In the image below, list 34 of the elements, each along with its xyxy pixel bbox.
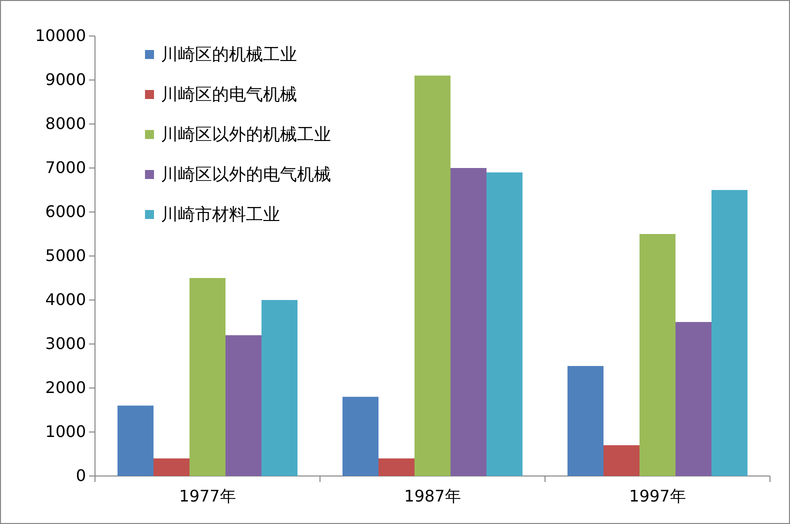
bar (640, 234, 676, 476)
legend-label: 川崎区以外的机械工业 (161, 125, 331, 145)
legend-label: 川崎市材料工业 (161, 205, 280, 225)
y-tick-label: 4000 (45, 290, 86, 310)
legend-label: 川崎区以外的电气机械 (161, 165, 331, 185)
bar (342, 396, 378, 476)
y-tick-label: 7000 (45, 158, 86, 178)
bar (414, 76, 450, 476)
bar (378, 458, 414, 476)
bar (154, 458, 190, 476)
legend-label: 川崎区的电气机械 (161, 85, 297, 105)
y-tick-label: 5000 (45, 246, 86, 266)
bar (190, 278, 226, 476)
x-tick-label: 1997年 (629, 486, 686, 506)
x-tick-label: 1987年 (404, 486, 461, 506)
y-tick-label: 8000 (45, 114, 86, 134)
y-tick-label: 6000 (45, 202, 86, 222)
legend-label: 川崎区的机械工业 (161, 45, 297, 65)
x-tick-label: 1977年 (179, 486, 236, 506)
bar (226, 335, 262, 476)
bar (604, 445, 640, 476)
bar (486, 172, 522, 476)
bar (450, 168, 486, 476)
bar (262, 300, 298, 476)
bar (118, 406, 154, 476)
y-tick-label: 10000 (35, 26, 86, 46)
y-tick-label: 1000 (45, 422, 86, 442)
y-tick-label: 9000 (45, 70, 86, 90)
bar (676, 322, 712, 476)
y-tick-label: 3000 (45, 334, 86, 354)
bar (712, 190, 748, 476)
bar (568, 366, 604, 476)
y-tick-label: 0 (76, 466, 86, 486)
y-tick-label: 2000 (45, 378, 86, 398)
